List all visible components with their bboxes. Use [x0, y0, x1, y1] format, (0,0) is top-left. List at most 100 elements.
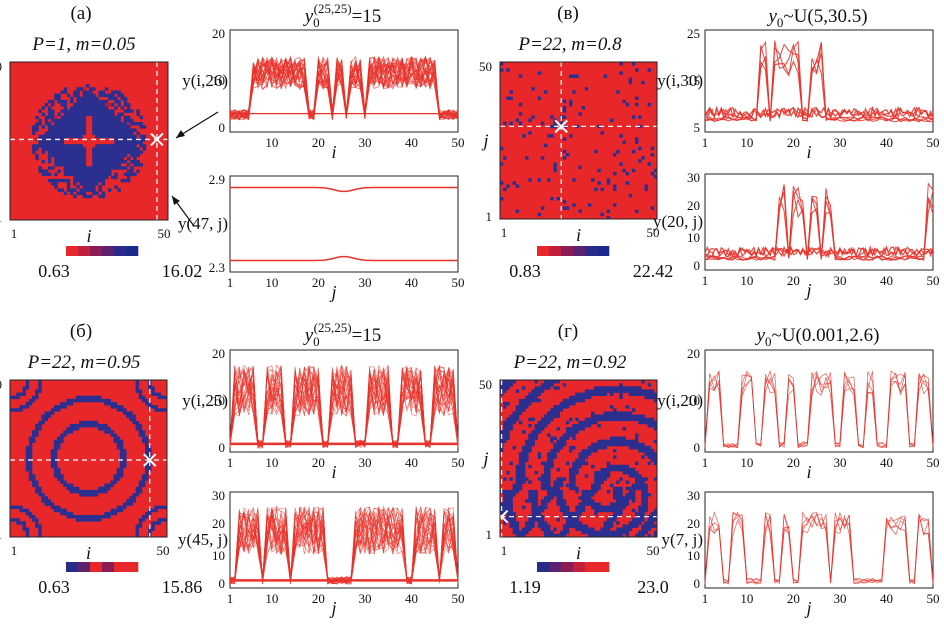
lattice-cell: [136, 131, 140, 135]
lattice-cell: [75, 427, 80, 431]
trajectory-line: [229, 367, 459, 448]
lattice-cell: [136, 153, 140, 158]
lattice-cell: [82, 147, 87, 151]
lattice-cell: [569, 474, 573, 478]
lattice-cell: [92, 178, 96, 183]
lattice-cell: [628, 445, 633, 450]
lattice-cell: [54, 96, 58, 101]
lattice-cell: [111, 125, 115, 129]
lattice-cell: [644, 477, 648, 481]
lattice-cell: [553, 445, 557, 450]
lattice-cell: [578, 165, 582, 170]
lattice-cell: [139, 141, 144, 145]
lattice-cell: [101, 169, 106, 173]
lattice-cell: [600, 477, 604, 481]
colorbar-v: 0.83 22.42: [509, 246, 673, 281]
lattice-cell: [594, 483, 598, 488]
lattice-cell: [47, 122, 52, 126]
trajectory-line: [229, 365, 459, 448]
lattice-cell: [130, 134, 134, 139]
lattice-cell: [528, 131, 532, 135]
lattice-cell: [44, 499, 48, 503]
lattice-cell: [116, 471, 121, 475]
lattice-cell: [44, 144, 49, 148]
lattice-cell: [82, 518, 86, 522]
lattice-cell: [584, 502, 589, 506]
colorbar-swatch: [114, 562, 127, 572]
lattice-cell: [126, 131, 131, 135]
lattice-cell: [82, 489, 86, 494]
lattice-cell: [92, 172, 96, 177]
lattice-cell: [72, 515, 77, 519]
lattice-cell: [95, 191, 99, 196]
lattice-cell: [63, 144, 68, 148]
lattice-cell: [562, 477, 567, 481]
lattice-cell: [553, 527, 557, 532]
lattice-cell: [138, 518, 143, 522]
lattice-cell: [616, 389, 620, 393]
lattice-cell: [98, 93, 102, 98]
lattice-cell: [587, 499, 592, 503]
lattice-cell: [85, 423, 89, 428]
lattice-cell: [591, 445, 595, 450]
lattice-cell: [35, 144, 39, 148]
lattice-cell: [123, 147, 128, 151]
lattice-cell: [119, 445, 124, 450]
lattice-cell: [139, 115, 144, 120]
lattice-cell: [73, 90, 77, 94]
lattice-cell: [540, 423, 545, 428]
lattice-cell: [101, 153, 106, 158]
lattice-cell: [572, 395, 576, 400]
lattice-cell: [41, 493, 45, 497]
lattice-cell: [111, 144, 115, 148]
lattice-cell: [506, 496, 510, 500]
lattice-cell: [625, 486, 630, 491]
lattice-cell: [95, 144, 99, 148]
lattice-cell: [525, 395, 529, 400]
lattice-cell: [625, 417, 630, 422]
lattice-cell: [136, 109, 140, 113]
lattice-cell: [641, 414, 645, 418]
lattice-cell: [38, 141, 42, 145]
lattice-cell: [575, 511, 579, 516]
lattice-cell: [82, 112, 87, 117]
lattice-cell: [95, 115, 99, 120]
lattice-cell: [130, 118, 134, 123]
x-tick: 40: [880, 455, 893, 470]
lattice-cell: [647, 445, 652, 450]
lattice-cell: [51, 153, 55, 158]
x-axis-label: j: [329, 282, 336, 302]
lattice-cell: [47, 502, 52, 506]
lattice-cell: [581, 395, 586, 400]
lattice-cell: [22, 389, 26, 393]
lattice-cell: [104, 87, 109, 91]
lattice-cell: [89, 169, 93, 173]
lattice-cell: [85, 109, 90, 113]
lattice-cell: [540, 483, 545, 488]
lattice-cell: [92, 112, 96, 117]
lattice-cell: [550, 461, 554, 466]
lattice-cell: [575, 392, 579, 396]
lattice-cell: [578, 209, 582, 214]
lattice-cell: [613, 442, 617, 447]
lattice-cell: [500, 511, 504, 516]
lattice-cell: [534, 505, 538, 510]
lattice-cell: [151, 521, 155, 525]
lattice-cell: [70, 166, 74, 170]
lattice-cell: [521, 467, 526, 472]
lattice-cell: [641, 524, 645, 528]
trajectory-line: [704, 370, 934, 449]
lattice-cell: [145, 474, 149, 478]
lattice-cell: [138, 480, 143, 484]
lattice-cell: [16, 518, 20, 522]
lattice-cell: [154, 392, 158, 396]
lattice-cell: [53, 471, 58, 475]
lattice-cell: [63, 147, 68, 151]
lattice-cell: [540, 480, 545, 484]
lattice-cell: [82, 109, 87, 113]
lattice-cell: [578, 527, 582, 532]
lattice-cell: [578, 392, 582, 396]
lattice-cell: [638, 115, 642, 119]
lattice-cell: [506, 493, 510, 497]
